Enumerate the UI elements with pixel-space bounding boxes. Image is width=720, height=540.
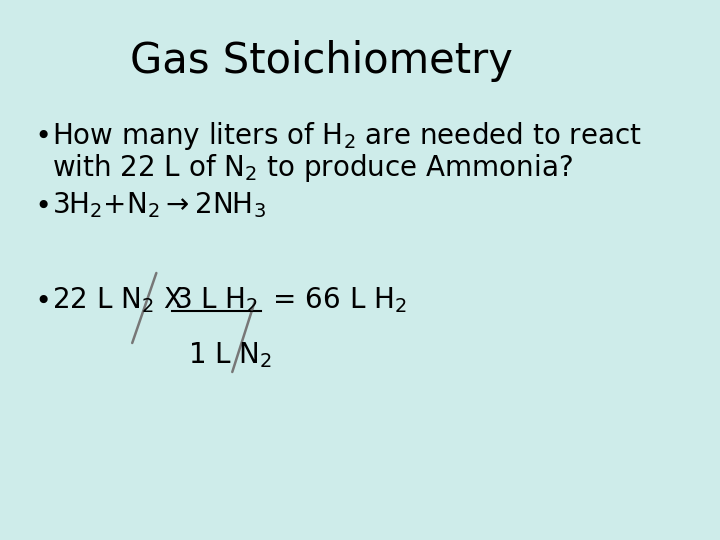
Text: = 66 L H$_2$: = 66 L H$_2$ (264, 285, 406, 315)
Text: 22 L N$_2$ X: 22 L N$_2$ X (52, 285, 184, 315)
Text: $\bullet$: $\bullet$ (34, 285, 49, 313)
Text: 3H$_2$+N$_2\rightarrow$2NH$_3$: 3H$_2$+N$_2\rightarrow$2NH$_3$ (52, 190, 266, 220)
Text: Gas Stoichiometry: Gas Stoichiometry (130, 40, 513, 82)
Text: $\bullet$: $\bullet$ (34, 120, 49, 148)
Text: 3 L H$_2$: 3 L H$_2$ (174, 285, 258, 315)
Text: with 22 L of N$_2$ to produce Ammonia?: with 22 L of N$_2$ to produce Ammonia? (52, 152, 572, 184)
Text: How many liters of H$_2$ are needed to react: How many liters of H$_2$ are needed to r… (52, 120, 642, 152)
Text: $\bullet$: $\bullet$ (34, 190, 49, 218)
Text: 1 L N$_2$: 1 L N$_2$ (188, 340, 271, 370)
